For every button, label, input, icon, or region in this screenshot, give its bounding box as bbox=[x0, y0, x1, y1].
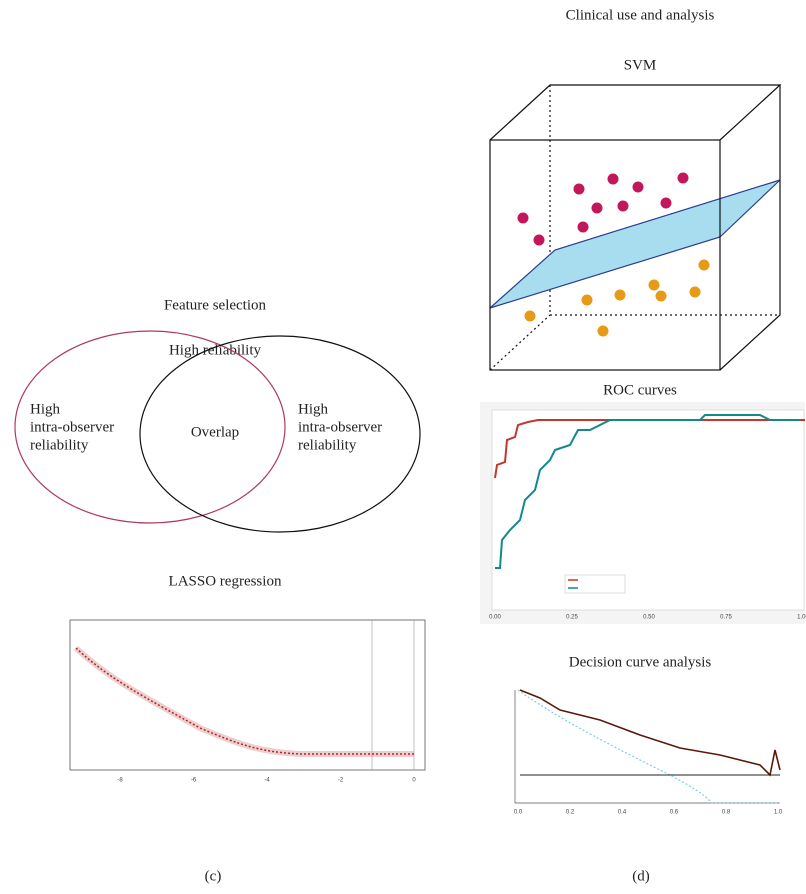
svm-title: SVM bbox=[624, 57, 657, 73]
svm-points bbox=[517, 172, 689, 246]
venn-center-text: Overlap bbox=[191, 424, 239, 440]
panel-title: Feature selection bbox=[164, 297, 267, 313]
x-tick-label: -2 bbox=[338, 778, 344, 784]
x-tick-label: 0.25 bbox=[566, 615, 578, 621]
roc-plot bbox=[480, 402, 805, 624]
lasso-plot bbox=[69, 619, 426, 771]
venn-title: High reliability bbox=[169, 342, 262, 358]
venn-right-text: reliability bbox=[298, 437, 357, 453]
panel-label: (c) bbox=[205, 868, 222, 884]
x-tick-label: 0.4 bbox=[618, 810, 627, 816]
x-tick-label: 0.00 bbox=[489, 615, 501, 621]
venn-right-text: High bbox=[298, 401, 329, 417]
lasso-title: LASSO regression bbox=[169, 573, 282, 589]
venn-left-text: intra-observer bbox=[30, 419, 114, 435]
x-tick-label: 0 bbox=[412, 778, 416, 784]
venn-left-text: reliability bbox=[30, 437, 89, 453]
x-tick-label: 0.8 bbox=[722, 810, 731, 816]
x-tick-label: -6 bbox=[191, 778, 197, 784]
dca-title: Decision curve analysis bbox=[569, 654, 712, 670]
x-tick-label: 1.00 bbox=[797, 615, 806, 621]
x-tick-label: 0.2 bbox=[566, 810, 575, 816]
x-tick-label: 1.0 bbox=[774, 810, 783, 816]
x-tick-label: 0.6 bbox=[670, 810, 679, 816]
svm-points bbox=[524, 259, 710, 337]
dca-plot bbox=[514, 689, 781, 804]
x-tick-label: 0.75 bbox=[720, 615, 732, 621]
roc-title: ROC curves bbox=[603, 382, 677, 398]
venn-right bbox=[139, 335, 421, 533]
venn-left bbox=[14, 330, 286, 524]
x-tick-label: -4 bbox=[264, 778, 270, 784]
x-tick-label: -8 bbox=[117, 778, 123, 784]
x-tick-label: 0.50 bbox=[643, 615, 655, 621]
svm-cube bbox=[489, 84, 782, 371]
venn-left-text: High bbox=[30, 401, 61, 417]
venn-right-text: intra-observer bbox=[298, 419, 382, 435]
panel-title: Clinical use and analysis bbox=[566, 7, 715, 23]
x-tick-label: 0.0 bbox=[514, 810, 523, 816]
panel-label: (d) bbox=[632, 868, 650, 884]
